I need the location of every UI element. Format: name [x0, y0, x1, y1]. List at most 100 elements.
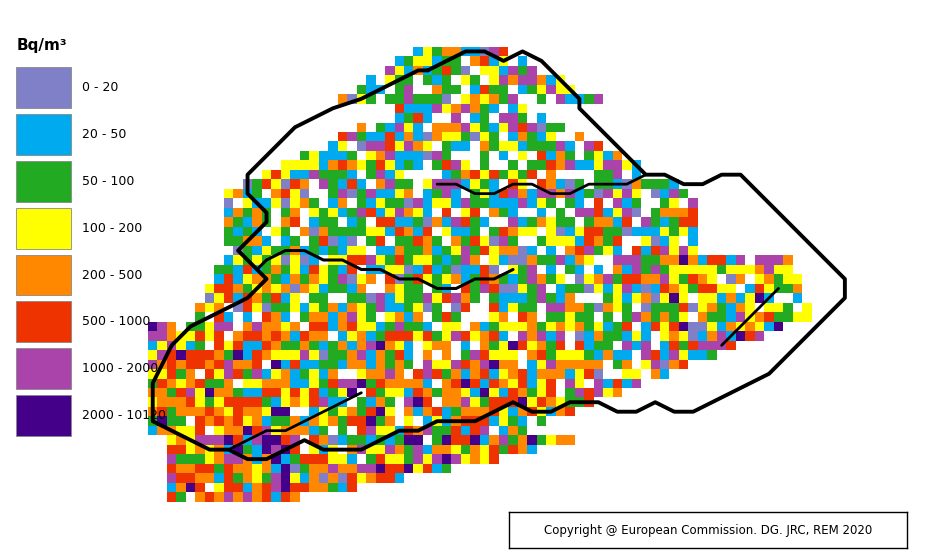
Bar — [489, 47, 499, 56]
Bar — [594, 237, 603, 246]
Bar — [376, 179, 385, 189]
Bar — [328, 170, 338, 179]
Bar — [281, 312, 290, 322]
Bar — [357, 350, 366, 360]
Bar — [499, 208, 509, 217]
Bar — [433, 217, 442, 227]
Bar — [271, 284, 281, 293]
Bar — [177, 435, 186, 445]
Bar — [347, 331, 357, 341]
Bar — [224, 350, 233, 360]
Bar — [318, 237, 328, 246]
Bar — [290, 378, 300, 388]
Bar — [726, 331, 736, 341]
Bar — [385, 75, 394, 85]
Bar — [423, 246, 433, 255]
Bar — [698, 322, 708, 331]
Bar — [385, 350, 394, 360]
Bar — [242, 331, 253, 341]
Bar — [177, 426, 186, 435]
Bar — [650, 208, 660, 217]
Bar — [594, 274, 603, 284]
Bar — [499, 189, 509, 198]
Bar — [423, 227, 433, 237]
Bar — [442, 141, 451, 151]
Bar — [423, 265, 433, 274]
Bar — [461, 445, 471, 454]
Bar — [764, 265, 774, 274]
Bar — [385, 426, 394, 435]
Bar — [404, 464, 413, 473]
Bar — [518, 75, 527, 85]
Bar — [366, 473, 376, 483]
Bar — [461, 141, 471, 151]
Bar — [290, 350, 300, 360]
Bar — [660, 293, 670, 302]
Bar — [253, 360, 262, 369]
Bar — [385, 293, 394, 302]
FancyBboxPatch shape — [17, 395, 71, 436]
Bar — [413, 445, 423, 454]
Bar — [271, 426, 281, 435]
Bar — [271, 397, 281, 407]
Bar — [612, 151, 623, 161]
Bar — [253, 407, 262, 417]
Bar — [480, 161, 489, 170]
Bar — [594, 246, 603, 255]
Bar — [262, 417, 271, 426]
Bar — [385, 122, 394, 132]
Bar — [347, 217, 357, 227]
Bar — [603, 378, 612, 388]
Bar — [612, 302, 623, 312]
Bar — [536, 331, 547, 341]
Bar — [499, 360, 509, 369]
Bar — [499, 47, 509, 56]
Bar — [347, 483, 357, 493]
Bar — [404, 75, 413, 85]
Bar — [433, 179, 442, 189]
Bar — [309, 274, 318, 284]
Bar — [290, 170, 300, 179]
Bar — [755, 293, 764, 302]
Bar — [167, 493, 177, 502]
Bar — [413, 94, 423, 104]
Bar — [442, 65, 451, 75]
Bar — [385, 179, 394, 189]
Bar — [224, 227, 233, 237]
Bar — [527, 360, 536, 369]
Bar — [366, 369, 376, 378]
Bar — [366, 350, 376, 360]
Bar — [423, 65, 433, 75]
Bar — [536, 369, 547, 378]
Bar — [376, 464, 385, 473]
Bar — [442, 85, 451, 94]
Bar — [527, 217, 536, 227]
Bar — [499, 322, 509, 331]
Bar — [318, 369, 328, 378]
Bar — [442, 246, 451, 255]
Bar — [205, 417, 215, 426]
Bar — [461, 255, 471, 265]
Bar — [404, 265, 413, 274]
Bar — [328, 227, 338, 237]
Bar — [461, 274, 471, 284]
Bar — [471, 322, 480, 331]
Bar — [413, 397, 423, 407]
Bar — [698, 284, 708, 293]
Bar — [395, 255, 404, 265]
Bar — [233, 189, 242, 198]
Bar — [423, 454, 433, 464]
Bar — [612, 265, 623, 274]
Bar — [177, 369, 186, 378]
Bar — [509, 426, 518, 435]
Bar — [499, 246, 509, 255]
Bar — [793, 284, 802, 293]
Bar — [262, 255, 271, 265]
Bar — [574, 161, 585, 170]
Bar — [385, 246, 394, 255]
Bar — [271, 417, 281, 426]
Bar — [253, 246, 262, 255]
Bar — [195, 312, 205, 322]
Bar — [480, 65, 489, 75]
Bar — [594, 302, 603, 312]
